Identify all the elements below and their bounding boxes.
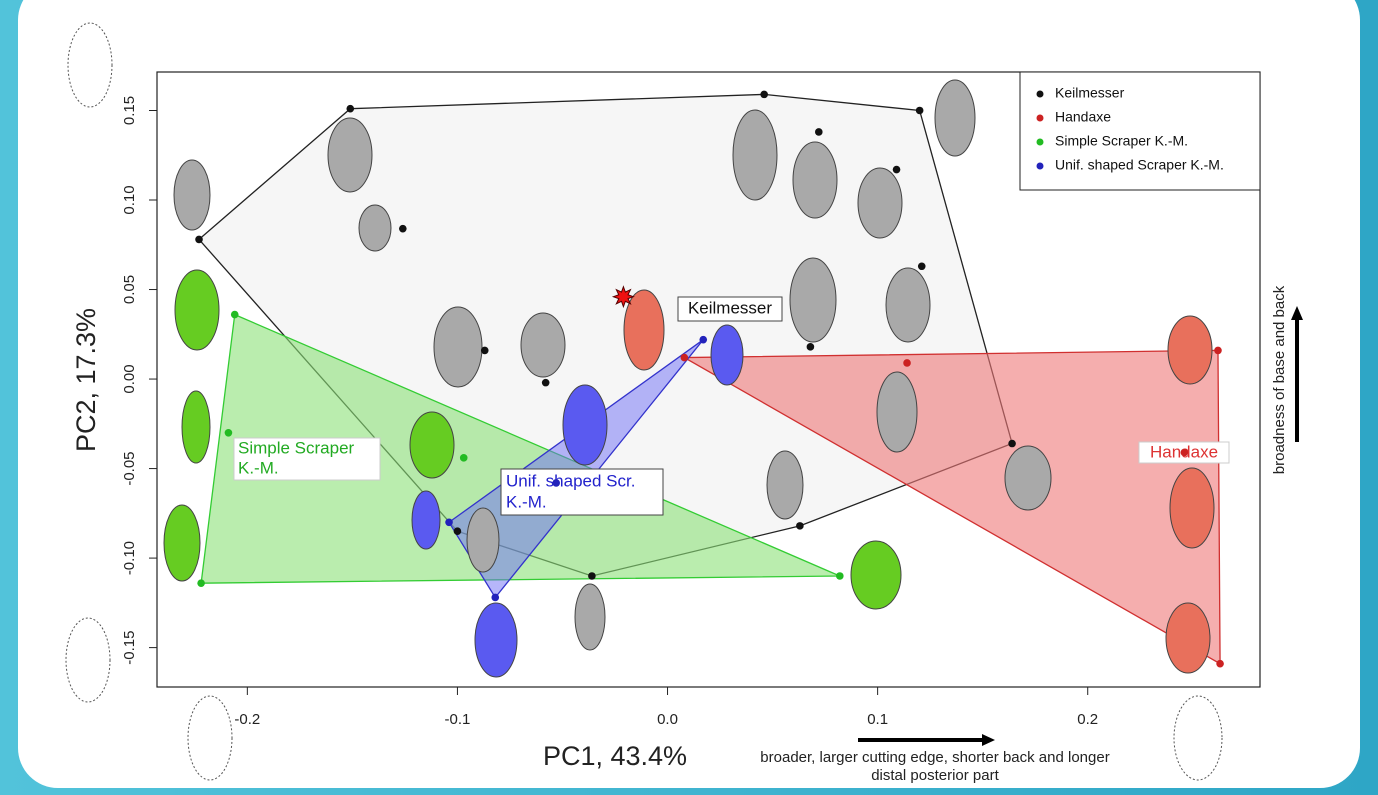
point (892, 165, 901, 174)
x-note: distal posterior part (871, 767, 999, 784)
point (588, 572, 596, 580)
annotation-box (677, 296, 783, 322)
point (346, 104, 355, 113)
annotation: K.-M. (506, 492, 547, 511)
y-note-arrowhead (1291, 306, 1303, 320)
point (224, 428, 233, 437)
point (1180, 448, 1189, 457)
annotation: Keilmesser (688, 298, 772, 317)
hull (200, 313, 841, 584)
point (445, 518, 453, 527)
panel (18, 0, 1360, 788)
point (459, 454, 468, 462)
annotation: K.-M. (238, 458, 279, 477)
point (399, 224, 407, 233)
legend-marker (1036, 114, 1044, 122)
annotation: Simple Scraper (238, 438, 355, 457)
point (541, 378, 550, 387)
x-tick-label: 0.2 (1077, 711, 1098, 728)
point (836, 572, 844, 580)
point (796, 522, 804, 530)
point (491, 593, 500, 602)
y-tick-label: 0.15 (121, 96, 138, 125)
x-tick-label: 0.1 (867, 711, 888, 728)
point (1214, 346, 1222, 355)
y-note: broadness of base and back (1271, 285, 1288, 474)
legend-marker (1036, 162, 1044, 170)
point (1216, 659, 1224, 668)
point (680, 353, 689, 362)
point (815, 128, 823, 136)
y-tick-label: 0.00 (121, 364, 138, 393)
annotation-box (500, 468, 664, 516)
point (760, 90, 768, 99)
legend-label: Handaxe (1055, 109, 1111, 125)
highlight-star (611, 285, 635, 309)
y-tick-label: -0.05 (121, 451, 138, 485)
y-axis-label: PC2, 17.3% (71, 308, 101, 452)
legend-marker (1036, 90, 1044, 98)
legend (1019, 71, 1261, 191)
annotation: Unif. shaped Scr. (506, 471, 635, 490)
point (552, 479, 560, 487)
x-tick-label: -0.2 (234, 711, 260, 728)
point (806, 343, 815, 351)
annotation-box (233, 437, 381, 481)
legend-marker (1036, 138, 1044, 146)
outline-sketches (65, 22, 1223, 781)
legend-label: Unif. shaped Scraper K.-M. (1055, 157, 1224, 173)
x-tick-label: -0.1 (445, 711, 471, 728)
legend-label: Keilmesser (1055, 85, 1125, 101)
point (230, 310, 239, 319)
point (917, 262, 926, 271)
point (453, 527, 462, 536)
x-note-arrowhead (982, 734, 995, 746)
point (480, 346, 489, 355)
artifact-images (163, 79, 1215, 678)
x-axis-label: PC1, 43.4% (543, 741, 687, 771)
y-tick-label: 0.10 (121, 185, 138, 214)
point (197, 579, 205, 587)
point (915, 106, 924, 115)
y-tick-label: 0.05 (121, 275, 138, 304)
point (195, 235, 203, 244)
y-tick-label: -0.15 (121, 631, 138, 665)
point (1008, 439, 1016, 448)
y-tick-label: -0.10 (121, 541, 138, 575)
point (903, 359, 911, 367)
x-tick-label: 0.0 (657, 711, 678, 728)
hull (681, 349, 1221, 665)
point (699, 335, 708, 344)
legend-label: Simple Scraper K.-M. (1055, 133, 1188, 149)
x-note: broader, larger cutting edge, shorter ba… (760, 749, 1109, 766)
